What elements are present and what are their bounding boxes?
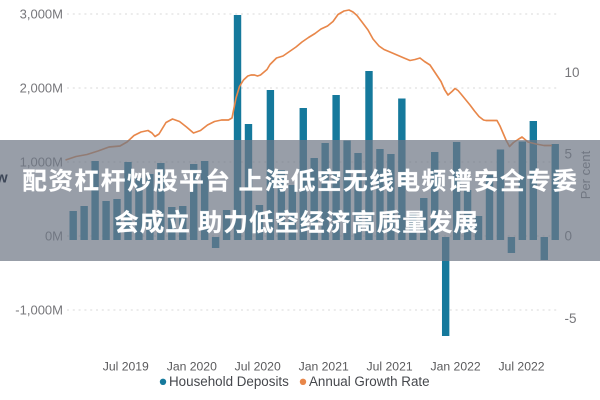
svg-text:10: 10: [565, 65, 580, 80]
svg-text:w: w: [0, 170, 8, 187]
svg-text:Jan 2020: Jan 2020: [167, 360, 217, 374]
svg-text:Jul 2019: Jul 2019: [103, 360, 149, 374]
svg-text:Jan 2021: Jan 2021: [299, 360, 349, 374]
svg-text:Jul 2022: Jul 2022: [498, 360, 544, 374]
svg-text:Annual Growth Rate: Annual Growth Rate: [309, 374, 430, 389]
svg-text:Jul 2021: Jul 2021: [367, 360, 413, 374]
svg-text:2,000M: 2,000M: [20, 81, 63, 96]
svg-text:Jul 2020: Jul 2020: [235, 360, 281, 374]
svg-text:Jan 2022: Jan 2022: [431, 360, 481, 374]
svg-text:3,000M: 3,000M: [20, 7, 63, 22]
svg-text:-5: -5: [565, 311, 577, 326]
svg-text:Household Deposits: Household Deposits: [169, 374, 289, 389]
svg-text:-1,000M: -1,000M: [15, 303, 63, 318]
